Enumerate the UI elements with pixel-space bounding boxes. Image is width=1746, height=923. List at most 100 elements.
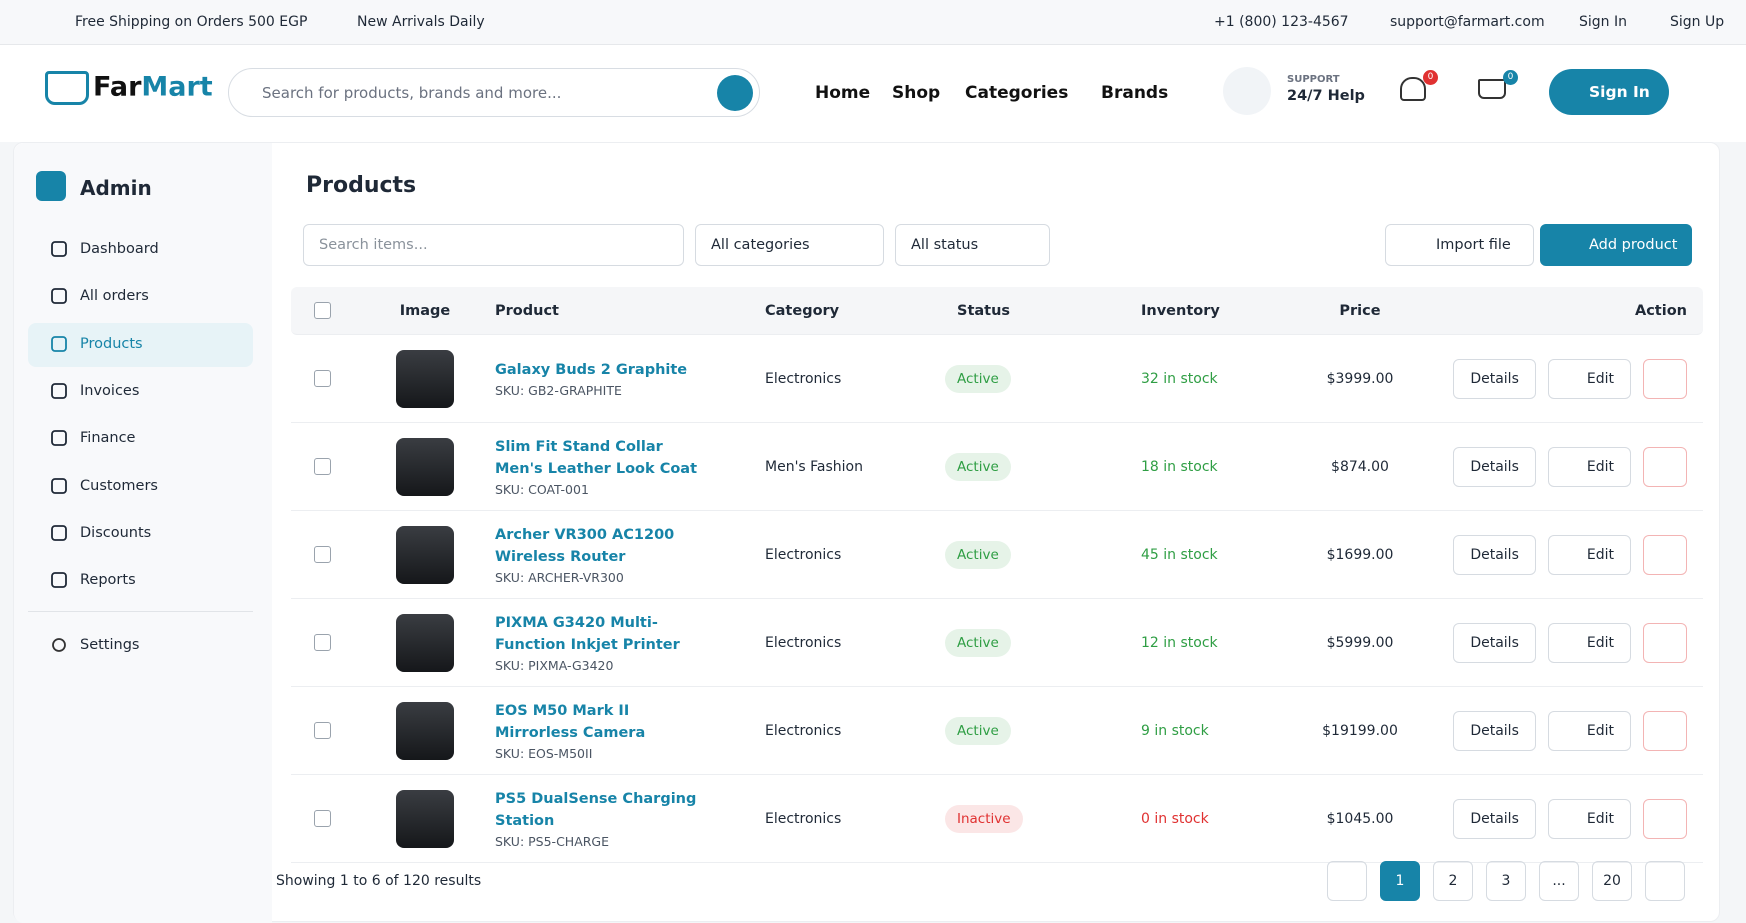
logo-b: Mart	[141, 71, 213, 103]
details-button[interactable]: Details	[1453, 358, 1536, 399]
page-button[interactable]: ...	[1539, 861, 1579, 901]
sidebar-item[interactable]: Finance	[28, 417, 253, 461]
search-placeholder: Search for products, brands and more...	[262, 84, 562, 102]
product-sku: SKU: PIXMA-G3420	[495, 658, 614, 673]
icon	[51, 524, 67, 541]
phone[interactable]: +1 (800) 123-4567	[1214, 14, 1349, 30]
sidebar-item[interactable]: Products	[28, 322, 253, 367]
prev-page[interactable]	[1327, 861, 1367, 901]
results-summary: Showing 1 to 6 of 120 results	[276, 873, 482, 889]
icon	[51, 477, 67, 494]
sidebar-item[interactable]: Customers	[28, 465, 253, 509]
details-button[interactable]: Details	[1453, 534, 1536, 575]
delete-button[interactable]	[1643, 622, 1687, 663]
icon	[51, 572, 67, 588]
product-name[interactable]: PIXMA G3420 Multi-Function Inkjet Printe…	[495, 615, 680, 653]
product-name[interactable]: Galaxy Buds 2 Graphite	[495, 362, 688, 378]
status-cell: Inactive	[945, 804, 1125, 833]
checkbox[interactable]	[314, 370, 331, 387]
price: $3999.00	[1326, 370, 1394, 387]
label: All status	[911, 237, 979, 253]
details-button[interactable]: Details	[1453, 622, 1536, 663]
status-cell: Active	[945, 364, 1125, 393]
checkbox[interactable]	[314, 722, 331, 739]
checkbox-cell	[291, 302, 355, 319]
table-row: Archer VR300 AC1200 Wireless Router SKU: …	[291, 511, 1703, 599]
product-name[interactable]: Slim Fit Stand Collar Men's Leather Look…	[495, 439, 698, 477]
nav-link[interactable]: Home	[815, 83, 871, 103]
placeholder: Search items...	[319, 237, 428, 253]
sidebar-item[interactable]: Dashboard	[28, 228, 253, 272]
checkbox[interactable]	[314, 810, 331, 827]
nav-link[interactable]: Shop	[892, 83, 941, 103]
product-name[interactable]: Archer VR300 AC1200 Wireless Router	[495, 527, 675, 565]
sign-in-button[interactable]: Sign In	[1549, 69, 1669, 115]
sidebar-item[interactable]: Invoices	[28, 370, 253, 414]
edit-button[interactable]: Edit	[1547, 446, 1631, 487]
logo[interactable]: FarMart	[45, 71, 213, 105]
category-filter[interactable]: All categories	[695, 224, 884, 266]
product-cell: PS5 DualSense Charging Station SKU: PS5-C…	[495, 788, 765, 849]
inventory: 12 in stock	[1141, 634, 1218, 651]
delete-button[interactable]	[1643, 446, 1687, 487]
pages: 1 2 3... 20	[1380, 861, 1632, 901]
add-button[interactable]: Add product	[1540, 224, 1692, 266]
email[interactable]: support@farmart.com	[1390, 14, 1545, 30]
edit-button[interactable]: Edit	[1547, 358, 1631, 399]
status-badge: Active	[945, 364, 1011, 393]
product-name[interactable]: EOS M50 Mark II Mirrorless Camera	[495, 703, 646, 741]
top-sign-up[interactable]: Sign Up	[1670, 14, 1725, 30]
label: Products	[80, 335, 143, 352]
edit-button[interactable]: Edit	[1547, 798, 1631, 839]
page-button[interactable]: 1	[1380, 861, 1420, 901]
icon	[51, 382, 67, 399]
sidebar-item[interactable]: Settings	[28, 624, 253, 668]
top-sign-in[interactable]: Sign In	[1579, 14, 1627, 30]
page-button[interactable]: 2	[1433, 861, 1473, 901]
page-button[interactable]: 3	[1486, 861, 1526, 901]
nav-link[interactable]: Categories	[965, 83, 1069, 103]
import-button[interactable]: Import file	[1385, 224, 1534, 266]
delete-button[interactable]	[1643, 798, 1687, 839]
header-search[interactable]: Search for products, brands and more...	[228, 68, 760, 117]
inventory: 45 in stock	[1141, 546, 1218, 563]
delete-button[interactable]	[1643, 534, 1687, 575]
cart-icon[interactable]	[1478, 79, 1506, 99]
product-name[interactable]: PS5 DualSense Charging Station	[495, 791, 697, 829]
status-badge: Active	[945, 540, 1011, 569]
details-button[interactable]: Details	[1453, 446, 1536, 487]
page: Free Shipping on Orders 500 EGP New Arri…	[0, 14, 1746, 922]
status-filter[interactable]: All status	[895, 224, 1050, 266]
icon	[51, 430, 67, 447]
edit-button[interactable]: Edit	[1547, 622, 1631, 663]
delete-button[interactable]	[1643, 710, 1687, 751]
checkbox[interactable]	[314, 302, 331, 319]
pagination: 1 2 3... 20	[1327, 861, 1685, 901]
checkbox[interactable]	[314, 634, 331, 651]
status-badge: Active	[945, 628, 1011, 657]
details-button[interactable]: Details	[1453, 710, 1536, 751]
details-button[interactable]: Details	[1453, 798, 1536, 839]
edit-button[interactable]: Edit	[1547, 534, 1631, 575]
col: Inventory	[1141, 302, 1220, 319]
edit-button[interactable]: Edit	[1547, 710, 1631, 751]
col: Action	[1634, 302, 1687, 319]
product-image	[396, 613, 454, 672]
category: Electronics	[765, 546, 842, 563]
checkbox[interactable]	[314, 546, 331, 563]
checkbox[interactable]	[314, 458, 331, 475]
sidebar-item[interactable]: All orders	[28, 275, 253, 319]
label: Reports	[80, 572, 136, 589]
item-search[interactable]: Search items...	[303, 224, 684, 266]
page-button[interactable]: 20	[1592, 861, 1632, 901]
next-page[interactable]	[1645, 861, 1685, 901]
sidebar-item[interactable]: Reports	[28, 559, 253, 603]
icon	[51, 288, 67, 305]
sidebar-item[interactable]: Discounts	[28, 512, 253, 556]
checkbox-cell	[291, 722, 355, 739]
nav-link[interactable]: Brands	[1101, 83, 1169, 103]
wishlist-icon[interactable]	[1400, 77, 1426, 101]
search-button[interactable]	[717, 75, 753, 111]
support-label: SUPPORT	[1287, 74, 1340, 85]
delete-button[interactable]	[1643, 358, 1687, 399]
